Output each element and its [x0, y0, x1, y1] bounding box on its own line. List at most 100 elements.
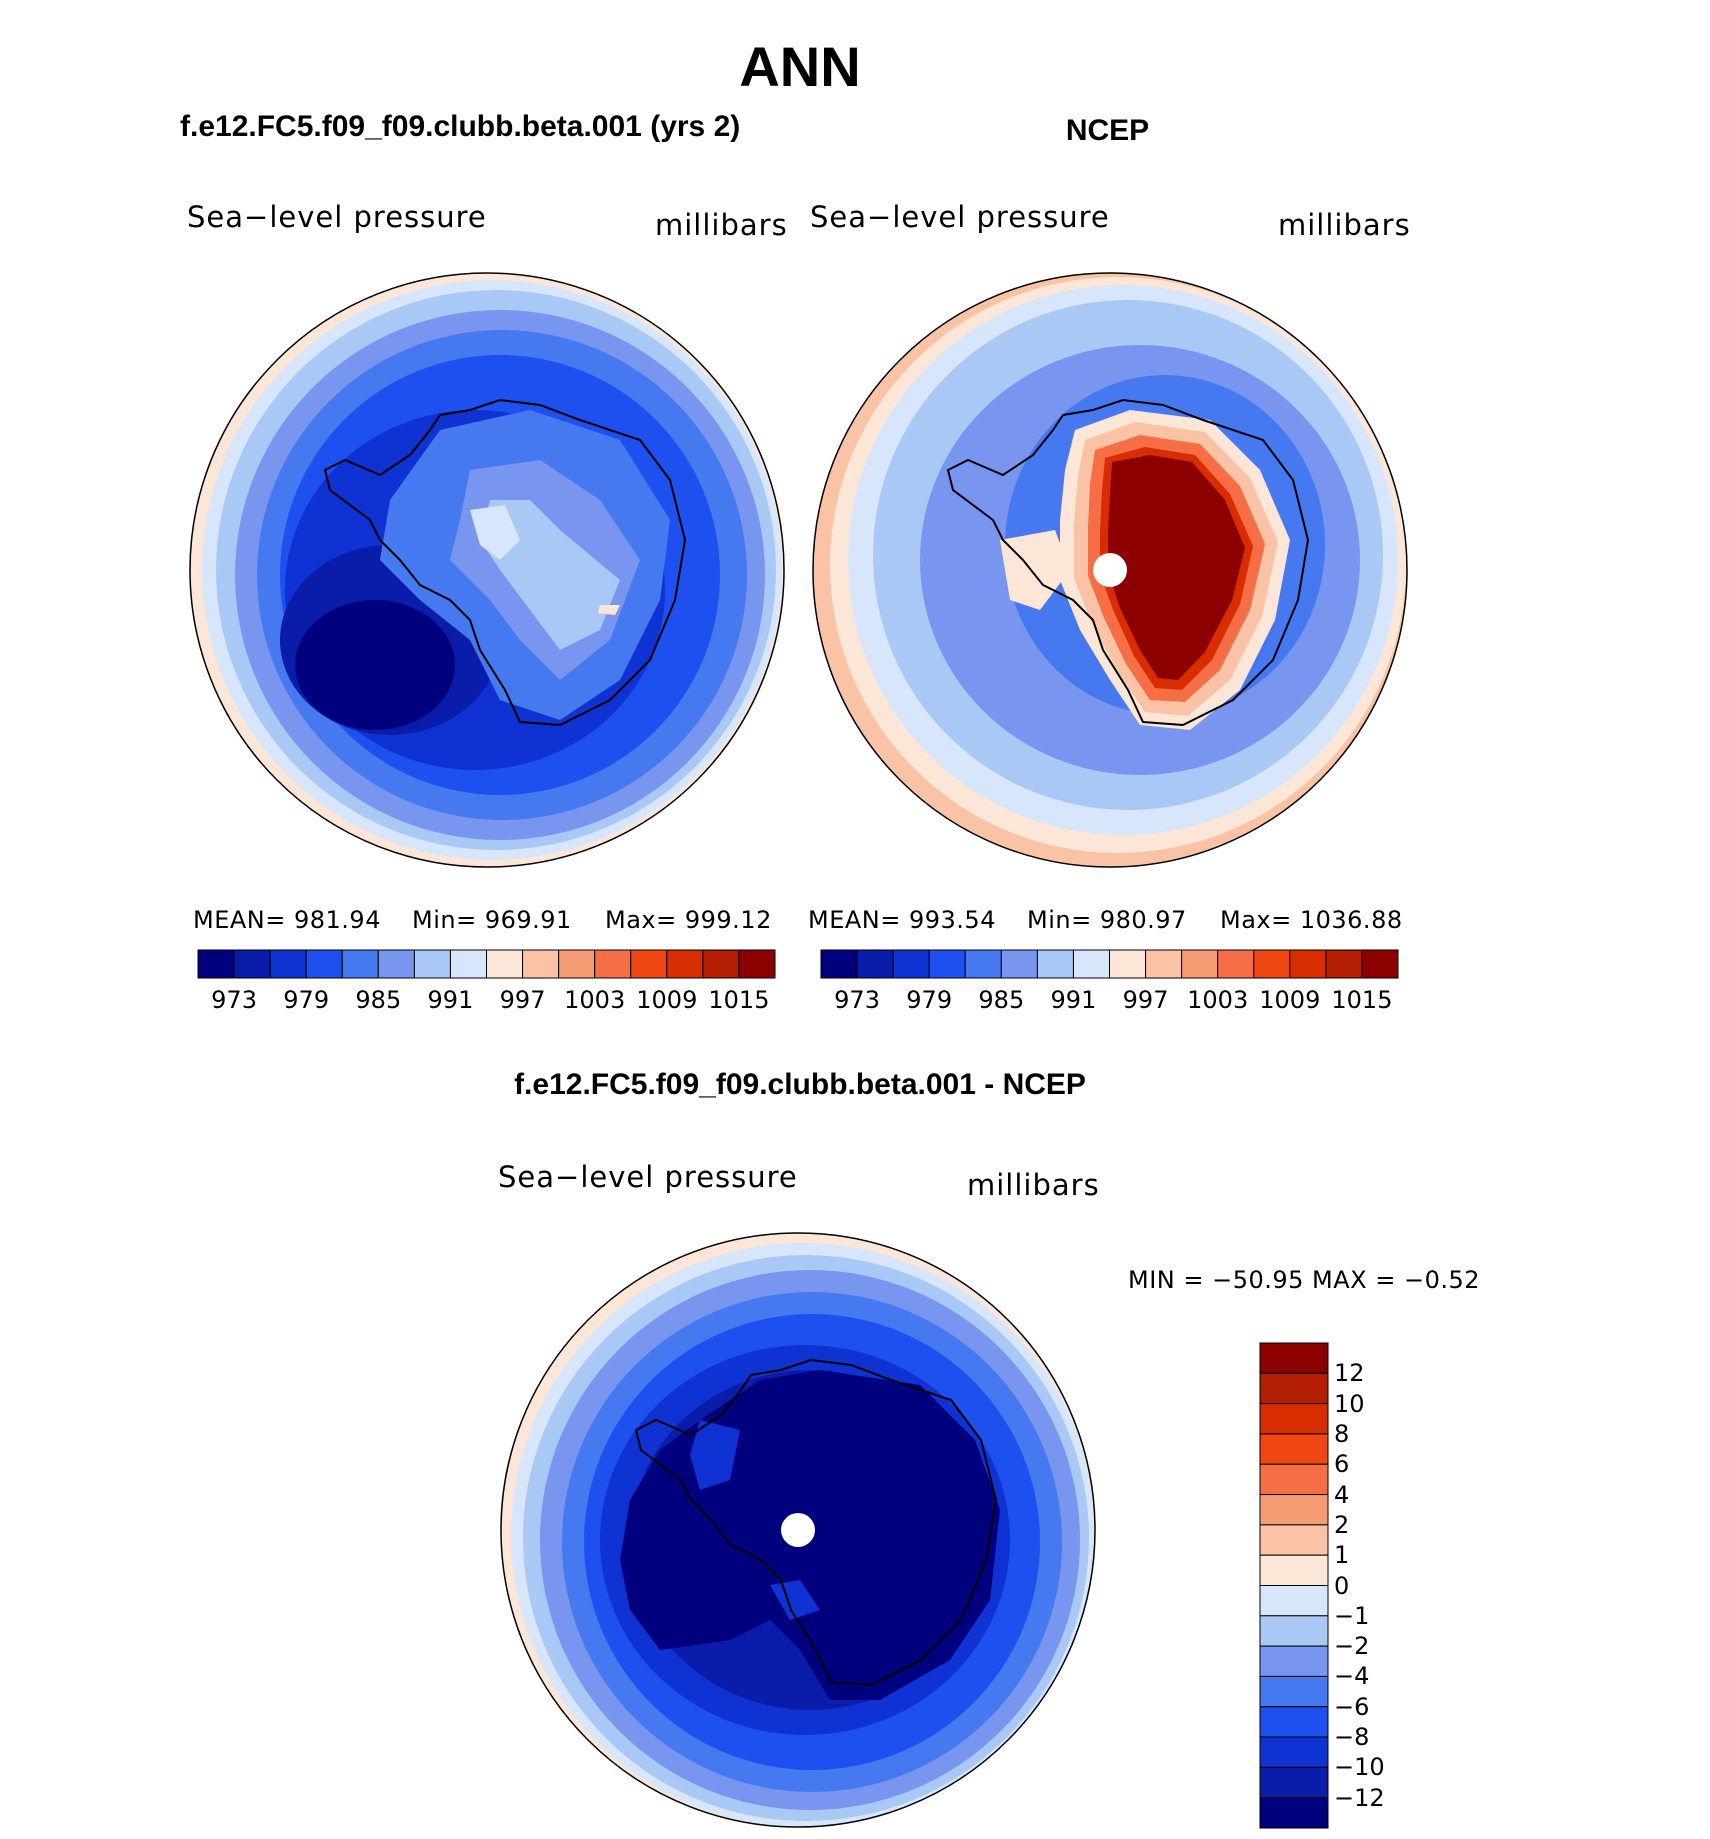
- colorbar-swatch: [1259, 1675, 1329, 1708]
- colorbar-swatch: [1109, 949, 1147, 979]
- colorbar-swatch: [1000, 949, 1038, 979]
- colorbar-tick-label: 997: [499, 986, 546, 1014]
- panel-model-units: millibars: [655, 208, 788, 242]
- antarctica-coastline-diff: [634, 1358, 998, 1687]
- panel-model-max: Max= 999.12: [605, 906, 772, 934]
- colorbar-tick-label: 1015: [708, 986, 770, 1014]
- colorbar-diff: [1259, 1342, 1329, 1829]
- colorbar-tick-label: 12: [1334, 1359, 1365, 1388]
- colorbar-swatch: [1259, 1433, 1329, 1465]
- colorbar-tick-label: −2: [1334, 1632, 1370, 1661]
- panel-model-mean: MEAN= 981.94: [193, 906, 381, 934]
- main-title: ANN: [739, 35, 861, 98]
- colorbar-swatch: [666, 949, 704, 979]
- colorbar-tick-label: 991: [427, 986, 474, 1014]
- colorbar-swatch: [1036, 949, 1074, 979]
- colorbar-swatch: [305, 949, 343, 979]
- panel-diff-units: millibars: [967, 1168, 1100, 1202]
- colorbar-swatch: [1259, 1403, 1329, 1435]
- colorbar-swatch: [413, 949, 451, 979]
- colorbar-tick-label: 4: [1334, 1480, 1350, 1509]
- colorbar-tick-label: 973: [211, 986, 257, 1014]
- panel-obs-mean: MEAN= 993.54: [808, 906, 996, 934]
- panel-model-subtitle: f.e12.FC5.f09_f09.clubb.beta.001 (yrs 2): [180, 110, 741, 143]
- colorbar-tick-label: 6: [1334, 1450, 1350, 1479]
- panel-diff-variable: Sea−level pressure: [498, 1160, 798, 1194]
- colorbar-tick-label: 979: [906, 986, 953, 1014]
- map-obs: [813, 273, 1407, 867]
- antarctica-coastline-model: [323, 398, 687, 727]
- colorbar-tick-label: 973: [834, 986, 880, 1014]
- panel-obs-variable: Sea−level pressure: [810, 200, 1110, 234]
- colorbar-tick-label: 1003: [1187, 986, 1249, 1014]
- colorbar-swatch: [964, 949, 1002, 979]
- panel-obs-subtitle: NCEP: [1065, 114, 1150, 147]
- colorbar-swatch: [738, 949, 776, 979]
- colorbar-tick-label: −10: [1334, 1753, 1385, 1782]
- colorbar-swatch: [1253, 949, 1291, 979]
- colorbar-swatch: [928, 949, 966, 979]
- colorbar-tick-label: 1009: [636, 986, 698, 1014]
- colorbar-tick-label: 1015: [1331, 986, 1393, 1014]
- colorbar-tick-label: 985: [978, 986, 1025, 1014]
- panel-diff-minmax: MIN = −50.95 MAX = −0.52: [1128, 1266, 1481, 1294]
- colorbar-tick-label: −4: [1334, 1662, 1370, 1691]
- colorbar-swatch: [594, 949, 632, 979]
- colorbar-swatch: [1259, 1766, 1329, 1799]
- colorbar-tick-label: 1: [1334, 1541, 1350, 1570]
- colorbar-swatch: [1259, 1615, 1329, 1647]
- colorbar-swatch: [1259, 1524, 1329, 1556]
- colorbar-tick-label: 997: [1122, 986, 1169, 1014]
- colorbar-swatch: [1145, 949, 1183, 979]
- panel-diff-subtitle: f.e12.FC5.f09_f09.clubb.beta.001 - NCEP: [514, 1068, 1086, 1101]
- colorbar-swatch: [1259, 1585, 1329, 1617]
- map-diff: [501, 1233, 1095, 1827]
- colorbar-swatch: [1259, 1372, 1329, 1405]
- colorbar-swatch: [1259, 1554, 1329, 1586]
- colorbar-swatch: [449, 949, 487, 979]
- colorbar-tick-label: −8: [1334, 1723, 1370, 1752]
- colorbar-swatch: [522, 949, 560, 979]
- colorbar-swatch: [856, 949, 894, 979]
- colorbar-obs: [820, 949, 1399, 979]
- colorbar-swatch: [1259, 1494, 1329, 1526]
- colorbar-tick-label: 0: [1334, 1571, 1350, 1600]
- map-diff-boundary: [500, 1232, 1096, 1828]
- map-model: [190, 273, 784, 867]
- colorbar-tick-label: 1009: [1259, 986, 1321, 1014]
- colorbar-tick-label: 991: [1050, 986, 1097, 1014]
- panel-obs-min: Min= 980.97: [1027, 906, 1187, 934]
- colorbar-tick-label: −12: [1334, 1783, 1385, 1812]
- colorbar-swatch: [1072, 949, 1110, 979]
- colorbar-swatch: [558, 949, 596, 979]
- colorbar-tick-label: 10: [1334, 1389, 1365, 1418]
- colorbar-tick-label: −6: [1334, 1692, 1370, 1721]
- colorbar-swatch: [1325, 949, 1363, 979]
- colorbar-swatch: [1259, 1463, 1329, 1496]
- map-model-boundary: [189, 272, 785, 868]
- panel-model-min: Min= 969.91: [412, 906, 572, 934]
- map-obs-boundary: [812, 272, 1408, 868]
- colorbar-swatch: [1259, 1706, 1329, 1738]
- colorbar-tick-label: 8: [1334, 1419, 1350, 1448]
- colorbar-swatch: [233, 949, 271, 979]
- colorbar-swatch: [1259, 1797, 1329, 1829]
- colorbar-swatch: [486, 949, 524, 979]
- colorbar-swatch: [1181, 949, 1219, 979]
- colorbar-swatch: [1289, 949, 1327, 979]
- panel-obs-units: millibars: [1278, 208, 1411, 242]
- colorbar-tick-label: 2: [1334, 1510, 1350, 1539]
- colorbar-swatch: [1259, 1736, 1329, 1768]
- panel-model-variable: Sea−level pressure: [187, 200, 487, 234]
- panel-obs-max: Max= 1036.88: [1220, 906, 1403, 934]
- colorbar-tick-label: 1003: [564, 986, 626, 1014]
- colorbar-swatch: [1361, 949, 1399, 979]
- colorbar-tick-label: 985: [355, 986, 402, 1014]
- colorbar-swatch: [269, 949, 307, 979]
- colorbar-tick-label: 979: [283, 986, 330, 1014]
- colorbar-swatch: [377, 949, 415, 979]
- colorbar-swatch: [820, 949, 858, 979]
- colorbar-swatch: [197, 949, 235, 979]
- colorbar-swatch: [630, 949, 668, 979]
